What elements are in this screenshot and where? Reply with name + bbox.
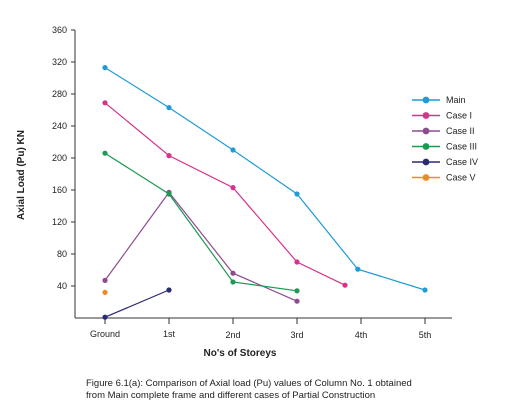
series-main: [102, 65, 428, 293]
y-tick-label: 240: [52, 121, 67, 131]
y-tick-label: 360: [52, 25, 67, 35]
y-tick-label: 200: [52, 153, 67, 163]
data-point-case-iv: [102, 314, 108, 320]
data-point-case-i: [102, 100, 108, 106]
legend: Main Case I Case II Case III Case IV Case V: [412, 95, 478, 183]
y-tick-label: 80: [57, 249, 67, 259]
legend-swatch-marker-case-v: [422, 174, 430, 181]
series-line-case-ii: [104, 191, 298, 302]
data-point-main: [102, 65, 108, 71]
y-tick-label: 120: [52, 217, 67, 227]
data-point-main: [230, 147, 236, 153]
series-line-case-i: [104, 102, 346, 286]
line-chart: 40 80 120 160 200 240 280 320 360 Ground 1st 2nd 3r…: [16, 25, 478, 359]
data-point-case-ii: [230, 270, 236, 276]
data-point-case-i: [294, 259, 300, 265]
legend-swatch-marker-case-i: [422, 112, 430, 119]
series-case-iv: [102, 287, 172, 320]
legend-label-case-ii: Case II: [446, 126, 475, 136]
data-point-main: [294, 191, 300, 197]
data-point-case-v: [102, 289, 108, 295]
caption-line-1: Figure 6.1(a): Comparison of Axial load …: [86, 378, 412, 389]
series-line-case-iii: [104, 152, 298, 292]
data-point-case-i: [342, 282, 348, 288]
legend-swatch-marker-main: [422, 96, 430, 104]
data-point-case-i: [230, 185, 236, 191]
legend-label-case-v: Case V: [446, 173, 476, 183]
data-point-case-i: [166, 153, 172, 159]
legend-label-main: Main: [446, 95, 466, 105]
x-tick-label: Ground: [90, 329, 120, 339]
data-point-case-iii: [294, 288, 300, 294]
x-tick-label: 1st: [163, 329, 176, 339]
data-point-case-iii: [230, 279, 236, 285]
x-tick-label: 2nd: [225, 330, 240, 340]
data-point-case-iii: [102, 150, 108, 156]
data-point-main: [422, 287, 428, 293]
caption-line-2: from Main complete frame and different c…: [86, 390, 376, 401]
series-case-ii: [102, 189, 300, 304]
x-axis-ticks: Ground 1st 2nd 3rd 4th 5th: [90, 318, 431, 340]
legend-swatch-marker-case-iii: [422, 143, 430, 150]
legend-label-case-iv: Case IV: [446, 157, 478, 167]
x-axis-title: No's of Storeys: [204, 348, 277, 359]
y-axis-title: Axial Load (Pu) KN: [16, 130, 27, 220]
legend-label-case-i: Case I: [446, 111, 472, 121]
figure-caption: Figure 6.1(a): Comparison of Axial load …: [86, 378, 486, 402]
data-point-case-ii: [294, 298, 300, 304]
legend-swatch-marker-case-iv: [422, 158, 430, 166]
data-point-case-iv: [166, 287, 172, 293]
data-point-main: [355, 266, 361, 272]
series-layer: [102, 65, 428, 320]
y-tick-label: 40: [57, 281, 67, 291]
data-point-case-ii: [102, 277, 108, 283]
series-case-i: [102, 100, 348, 288]
series-line-case-iv: [104, 289, 170, 318]
x-tick-label: 3rd: [290, 330, 303, 340]
series-line-main: [104, 67, 426, 291]
legend-swatch-marker-case-ii: [422, 127, 430, 135]
legend-label-case-iii: Case III: [446, 142, 477, 152]
y-tick-label: 280: [52, 89, 67, 99]
series-case-iii: [102, 150, 300, 294]
y-tick-label: 320: [52, 57, 67, 67]
y-tick-label: 160: [52, 185, 67, 195]
data-point-case-iii: [166, 191, 172, 197]
x-tick-label: 5th: [419, 330, 432, 340]
x-tick-label: 4th: [355, 330, 368, 340]
y-axis-ticks: 40 80 120 160 200 240 280 320 360: [52, 25, 75, 291]
data-point-main: [166, 105, 172, 111]
series-case-v: [102, 289, 108, 295]
